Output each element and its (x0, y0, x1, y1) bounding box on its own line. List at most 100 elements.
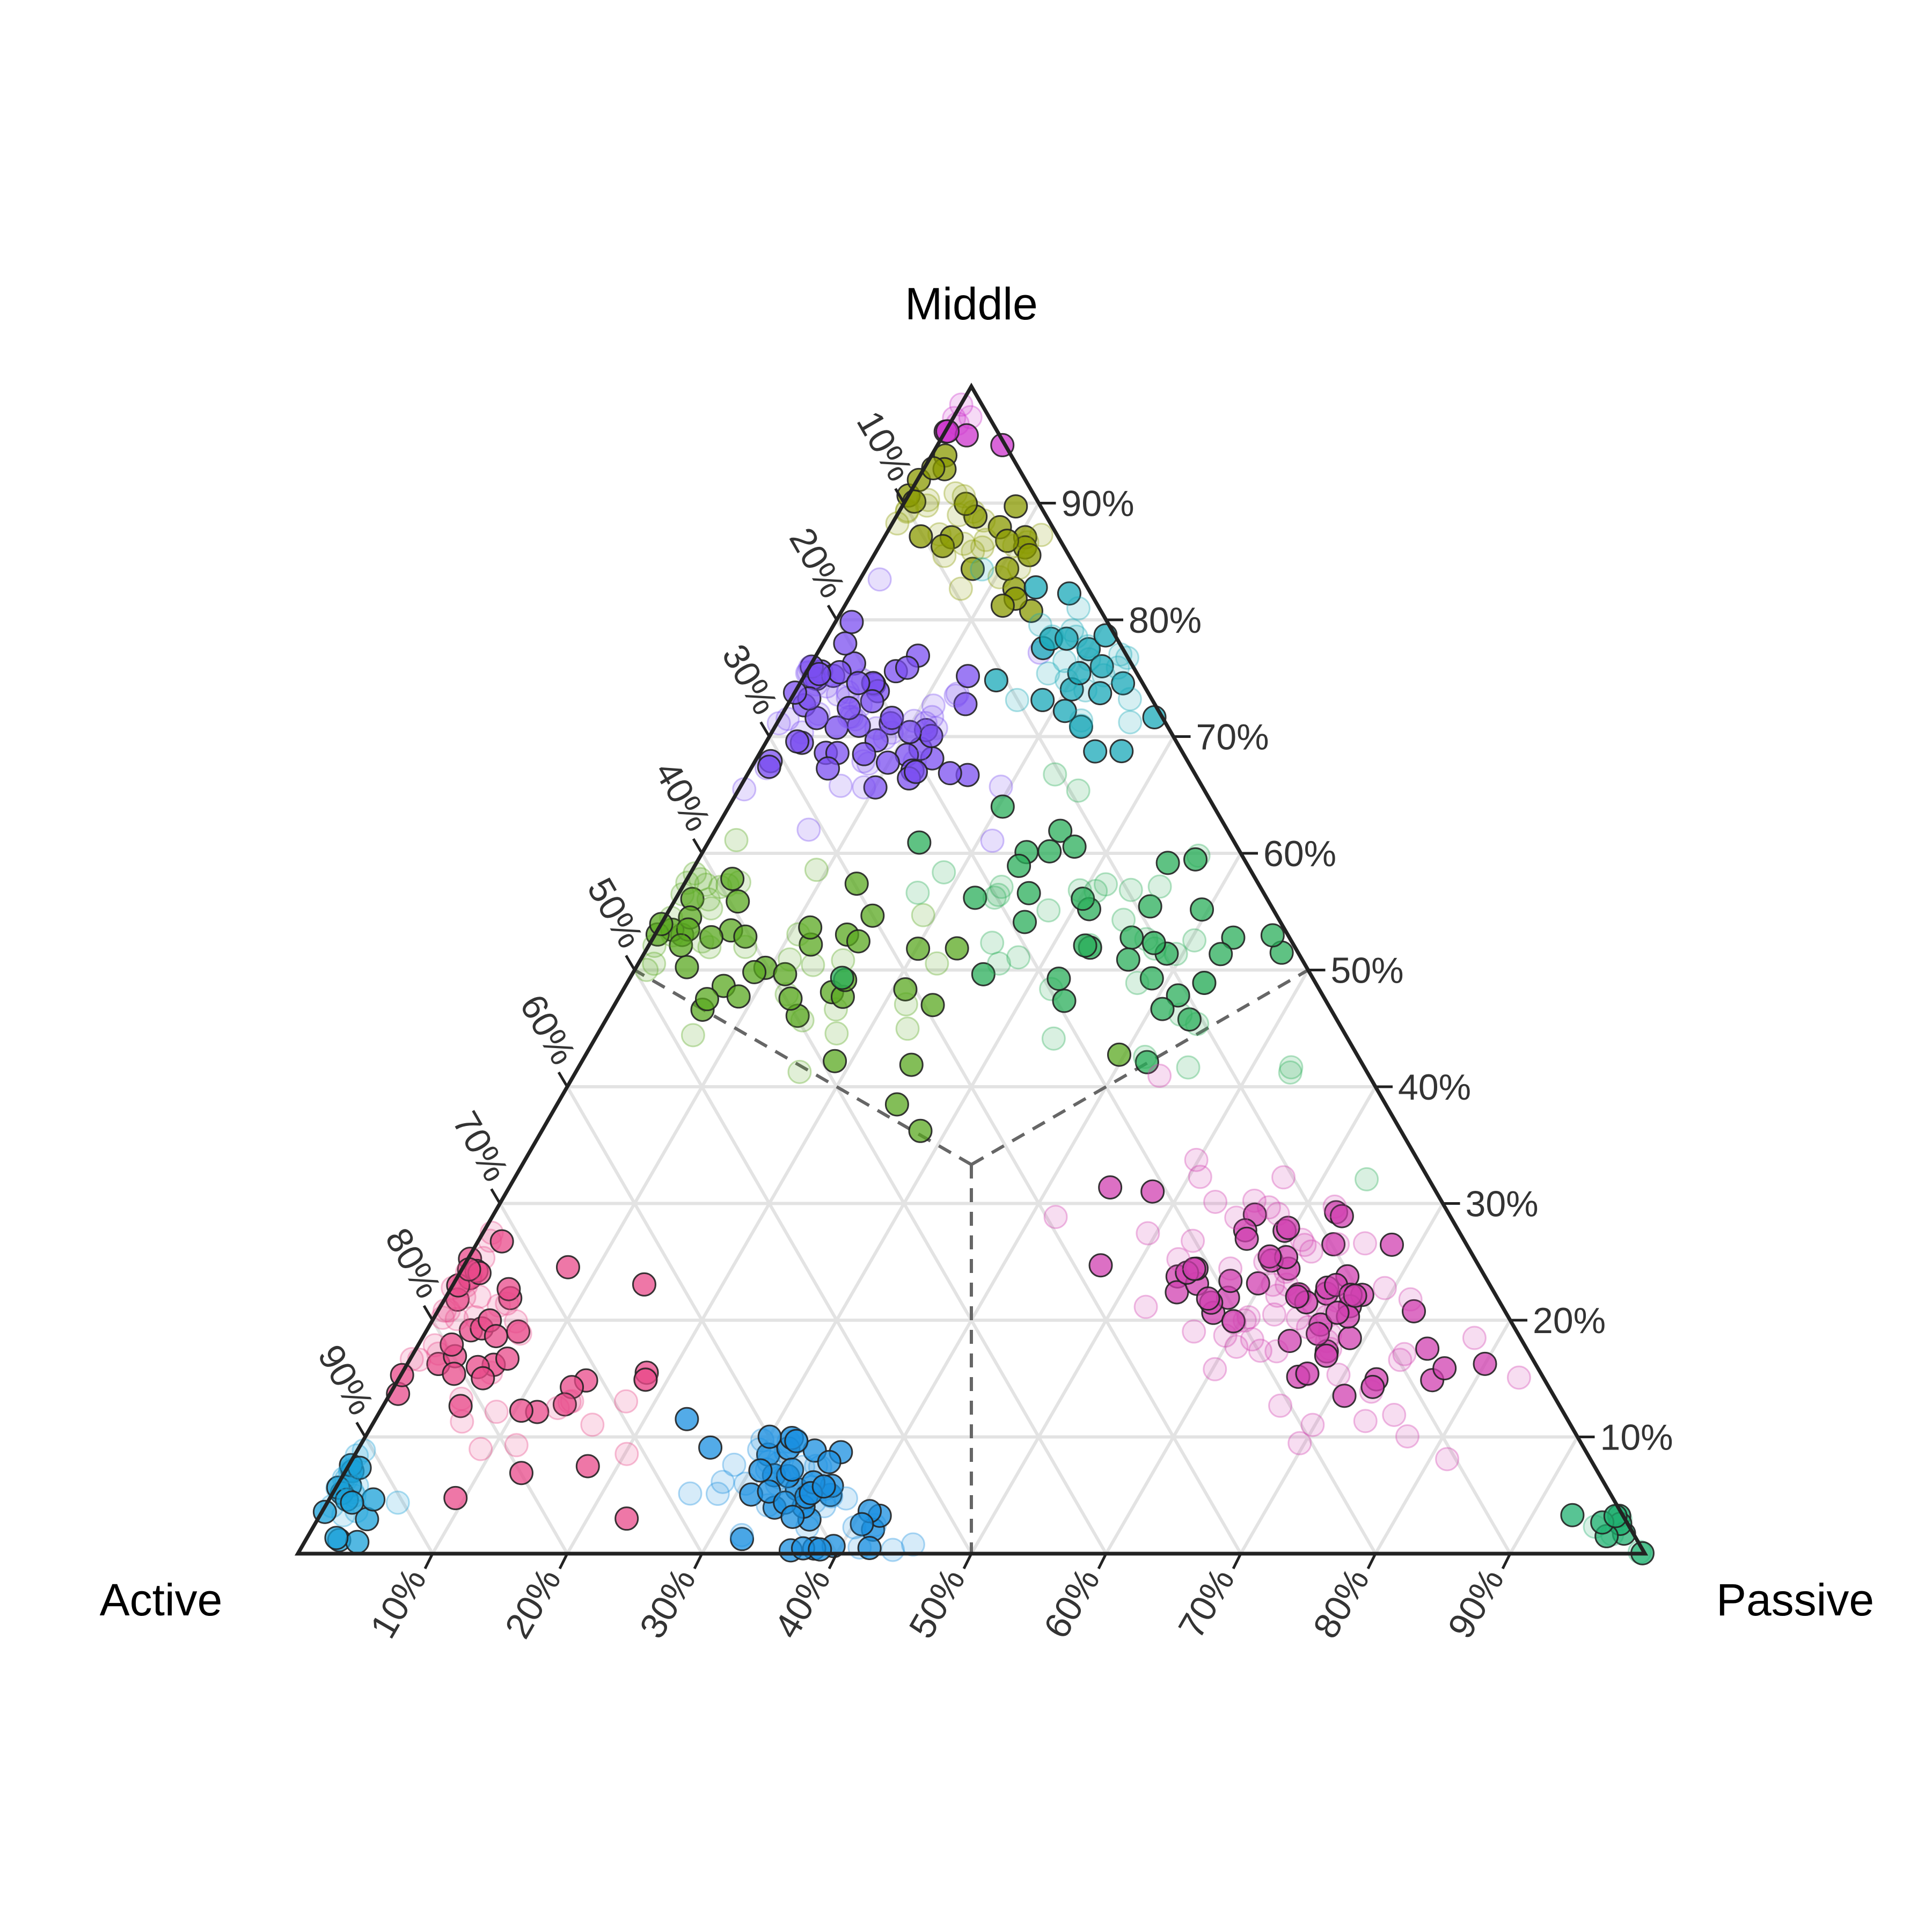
data-point (925, 951, 949, 976)
data-point (895, 1016, 920, 1041)
data-point (1218, 1256, 1243, 1281)
data-point (844, 872, 869, 896)
data-point (699, 925, 723, 949)
data-point (1322, 1194, 1347, 1219)
data-point (632, 1272, 656, 1297)
data-point (580, 1413, 605, 1437)
tick-label-left: 90% (310, 1338, 382, 1422)
data-point (642, 952, 667, 976)
data-point (504, 1309, 529, 1334)
data-point (680, 1023, 705, 1048)
data-point (960, 557, 985, 581)
data-point (932, 860, 956, 884)
data-point (945, 936, 969, 961)
data-point (956, 664, 980, 689)
data-point (1380, 1232, 1404, 1257)
grid-line-passive (700, 736, 1175, 1555)
data-point (948, 576, 973, 601)
data-point (1006, 945, 1031, 970)
data-point (1088, 681, 1113, 706)
data-point (1246, 1271, 1270, 1296)
data-point (790, 1008, 815, 1033)
tick-label-right: 90% (1062, 484, 1135, 524)
data-point (780, 1505, 805, 1529)
data-point (1181, 1228, 1205, 1253)
data-point (742, 960, 767, 984)
data-point (778, 947, 802, 972)
data-point (1432, 1356, 1457, 1381)
point-cluster (732, 567, 1052, 853)
data-point (1224, 1335, 1249, 1359)
tick-mark-left (355, 1422, 367, 1438)
grid-line-passive (970, 969, 1310, 1555)
data-point (698, 1435, 723, 1460)
data-point (1054, 626, 1079, 651)
tick-label-bottom: 60% (1036, 1562, 1108, 1645)
data-point (1305, 1321, 1330, 1346)
data-point (711, 1469, 735, 1494)
data-point (724, 828, 749, 852)
data-point (1287, 1431, 1312, 1455)
data-point (796, 817, 821, 842)
tick-mark-left (826, 604, 838, 621)
data-point (1069, 713, 1093, 738)
data-point (970, 557, 994, 582)
data-point (1004, 494, 1028, 519)
tick-mark-bottom (1232, 1553, 1242, 1570)
data-point (748, 1458, 773, 1483)
data-point (1071, 887, 1095, 911)
tick-mark-left (625, 955, 636, 971)
data-point (884, 1092, 909, 1117)
point-cluster (312, 1438, 410, 1554)
data-point (995, 557, 1020, 581)
data-point (920, 993, 945, 1018)
data-point (943, 481, 968, 506)
data-point (1299, 1239, 1323, 1264)
data-point (1372, 1276, 1397, 1300)
data-point (1277, 1329, 1302, 1353)
tick-mark-bottom (558, 1553, 569, 1570)
data-point (1166, 983, 1190, 1008)
data-point (1062, 835, 1087, 859)
grid-line-active (767, 736, 1242, 1555)
data-point (1190, 897, 1214, 922)
data-point (1234, 1226, 1259, 1251)
data-point (1321, 1232, 1346, 1257)
data-point (930, 534, 955, 559)
data-point (784, 1429, 809, 1453)
tick-label-right: 10% (1600, 1417, 1673, 1458)
data-point (938, 761, 962, 786)
data-point (905, 880, 930, 905)
tick-label-left: 80% (377, 1221, 449, 1305)
data-point (614, 1389, 639, 1414)
data-point (678, 1481, 702, 1506)
data-point (675, 955, 699, 979)
data-point (1260, 923, 1285, 948)
data-point (448, 1394, 473, 1418)
data-point (980, 931, 1005, 955)
data-point (785, 729, 810, 754)
data-point (467, 1284, 492, 1309)
data-point (906, 936, 931, 961)
data-point (1139, 966, 1164, 991)
tick-label-right: 60% (1263, 833, 1336, 874)
corner-label-passive: Passive (1716, 1575, 1874, 1625)
data-point (1125, 971, 1150, 996)
region-divider (633, 968, 972, 1166)
data-point (1140, 1179, 1165, 1204)
data-point (340, 1490, 364, 1515)
tick-label-bottom: 90% (1440, 1562, 1512, 1645)
data-point (881, 1538, 905, 1562)
data-point (1106, 655, 1130, 680)
data-point (696, 887, 721, 912)
point-cluster (970, 557, 1167, 764)
data-point (450, 1409, 474, 1434)
data-point (1221, 925, 1246, 950)
tick-label-left: 30% (714, 638, 786, 721)
data-point (1329, 1204, 1354, 1228)
data-point (1196, 1286, 1220, 1311)
data-point (987, 565, 1012, 590)
data-point (1279, 1055, 1304, 1080)
data-point (875, 750, 900, 775)
data-point (908, 1118, 933, 1143)
